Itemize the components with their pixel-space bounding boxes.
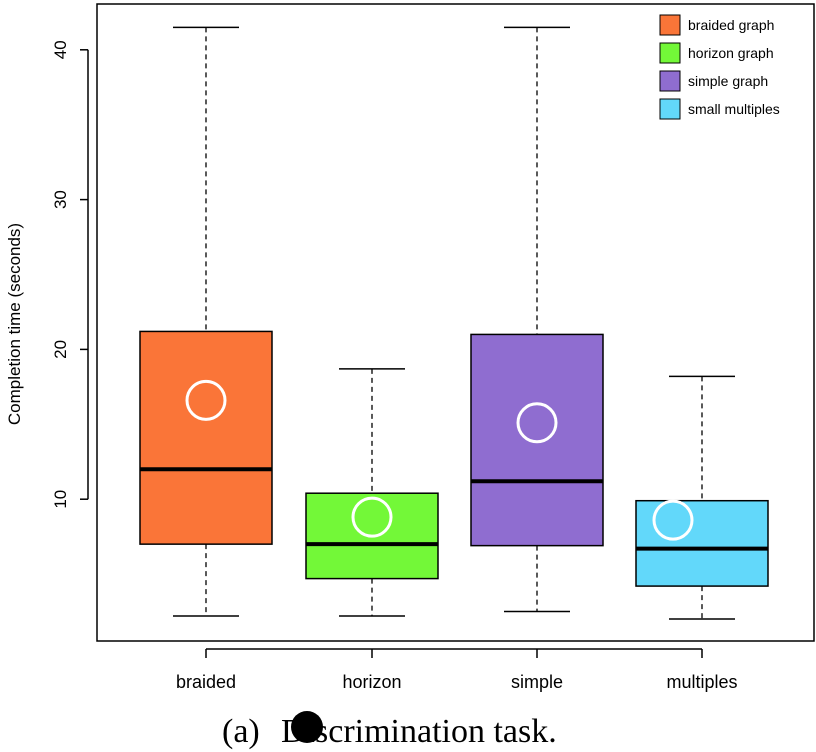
legend-swatch: [659, 42, 681, 64]
mean-marker: [516, 402, 558, 444]
plot-border: [96, 3, 815, 642]
y-tick-label: 30: [51, 190, 70, 209]
y-tick-label: 20: [51, 340, 70, 359]
legend: braided graph horizon graph simple graph sm…: [659, 14, 780, 120]
box: [635, 499, 769, 587]
caption: (a) Discrimination task.: [222, 711, 557, 750]
legend-label: small multiples: [688, 101, 780, 117]
x-tick-label: simple: [511, 672, 563, 692]
caption-prefix: (a): [222, 713, 260, 750]
boxes: [139, 26, 769, 620]
y-axis: 10 20 30 40: [51, 40, 89, 509]
caption-text: Discrimination task.: [281, 713, 557, 750]
box-group: [139, 26, 273, 617]
y-tick-label: 10: [51, 490, 70, 509]
box-group: [305, 368, 439, 617]
x-tick-label: horizon: [342, 672, 401, 692]
plot-frame: [96, 3, 815, 642]
x-tick-label: multiples: [666, 672, 737, 692]
legend-swatch: [659, 98, 681, 120]
x-axis: braided horizon simple multiples: [176, 648, 738, 692]
y-tick-label: 40: [51, 40, 70, 59]
box: [470, 333, 604, 547]
mean-marker: [185, 379, 227, 421]
y-axis-label: Completion time (seconds): [5, 223, 24, 425]
dot-marker: [291, 711, 323, 743]
box-group: [470, 26, 604, 613]
legend-label: braided graph: [688, 17, 774, 33]
legend-swatch: [659, 70, 681, 92]
legend-label: simple graph: [688, 73, 768, 89]
mean-marker: [351, 496, 393, 538]
mean-marker: [652, 499, 694, 541]
legend-label: horizon graph: [688, 45, 774, 61]
x-tick-label: braided: [176, 672, 236, 692]
box: [139, 330, 273, 545]
box-group: [635, 375, 769, 620]
legend-swatch: [659, 14, 681, 36]
